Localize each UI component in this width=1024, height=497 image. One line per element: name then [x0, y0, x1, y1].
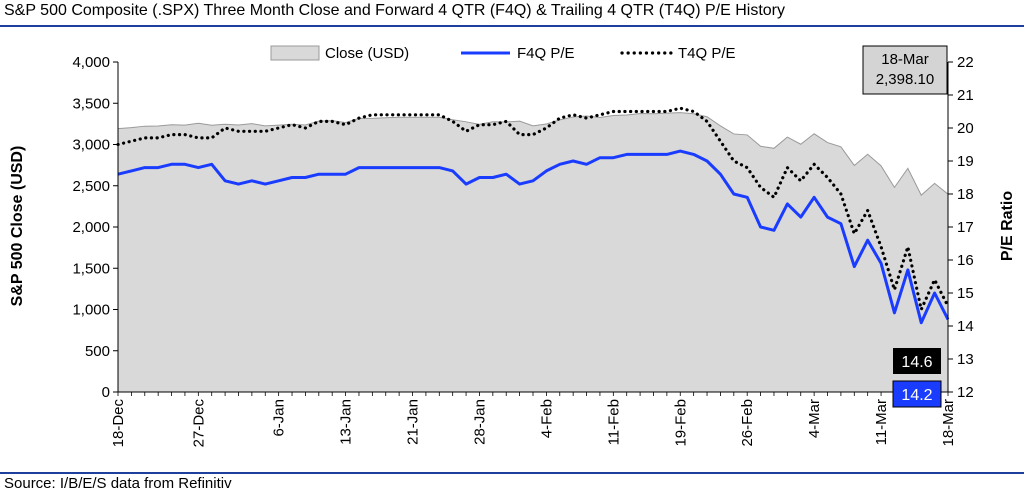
close-area	[118, 112, 948, 393]
right-tick-label: 14	[957, 318, 974, 335]
t4q-end-label: 14.6	[893, 348, 941, 374]
right-tick-label: 22	[957, 54, 974, 71]
right-tick-label: 12	[957, 384, 974, 401]
title-rule	[0, 25, 1024, 27]
right-tick-label: 15	[957, 285, 974, 302]
f4q-line	[117, 149, 950, 325]
x-tick-label: 26-Feb	[739, 399, 756, 447]
left-tick-label: 1,000	[72, 302, 110, 319]
x-tick-label: 19-Feb	[672, 399, 689, 447]
left-tick-label: 2,500	[72, 178, 110, 195]
x-tick-label: 4-Mar	[806, 399, 823, 438]
x-tick-label: 13-Jan	[338, 399, 355, 445]
source-rule	[0, 472, 1024, 474]
legend-swatch-close	[270, 45, 320, 61]
left-tick-label: 1,500	[72, 260, 110, 277]
legend-label-t4q: T4Q P/E	[678, 45, 736, 62]
f4q-end-label: 14.2	[892, 380, 942, 408]
callout-date: 18-Mar	[881, 51, 929, 68]
x-tick-label: 11-Mar	[873, 399, 890, 445]
right-tick-label: 17	[957, 219, 974, 236]
x-tick-label: 21-Jan	[405, 399, 422, 445]
left-tick-label: 500	[85, 343, 110, 360]
x-tick-label: 18-Mar	[940, 399, 957, 447]
t4q-line	[116, 106, 950, 315]
right-tick-label: 18	[957, 186, 974, 203]
right-tick-label: 20	[957, 120, 974, 137]
close-area-outline	[117, 112, 949, 196]
close-area-layer	[117, 112, 949, 393]
x-tick-label: 28-Jan	[471, 399, 488, 445]
y-axis-right-label: P/E Ratio	[999, 191, 1016, 261]
x-tick-label: 27-Dec	[190, 399, 207, 448]
f4q-end-value: 14.2	[901, 387, 932, 404]
source-note: Source: I/B/E/S data from Refinitiv	[4, 475, 232, 492]
left-tick-label: 3,500	[72, 95, 110, 112]
right-tick-label: 19	[957, 153, 974, 170]
right-tick-label: 21	[957, 87, 974, 104]
t4q-end-value: 14.6	[901, 354, 932, 371]
left-tick-label: 0	[102, 384, 110, 401]
x-tick-label: 11-Feb	[605, 399, 622, 445]
callout-value: 2,398.10	[876, 71, 934, 88]
left-tick-label: 3,000	[72, 137, 110, 154]
x-tick-label: 6-Jan	[271, 399, 288, 437]
legend-label-f4q: F4Q P/E	[517, 45, 575, 62]
legend-label-close: Close (USD)	[325, 45, 409, 62]
close-callout-box: 18-Mar 2,398.10	[862, 45, 948, 95]
legend: Close (USD) F4Q P/E T4Q P/E	[270, 45, 736, 62]
x-tick-label: 4-Feb	[538, 399, 555, 438]
axes-layer: 0 500 1,000 1,500 2,000 2,500 3,000 3,500 4,000 1…	[72, 54, 973, 447]
pe-lines-layer	[116, 106, 950, 325]
right-tick-label: 16	[957, 252, 974, 269]
left-tick-label: 4,000	[72, 54, 110, 71]
left-tick-label: 2,000	[72, 219, 110, 236]
x-tick-label: 18-Dec	[110, 399, 127, 448]
y-axis-left-label: S&P 500 Close (USD)	[9, 146, 26, 307]
chart-title: S&P 500 Composite (.SPX) Three Month Clo…	[4, 2, 785, 19]
right-tick-label: 13	[957, 351, 974, 368]
